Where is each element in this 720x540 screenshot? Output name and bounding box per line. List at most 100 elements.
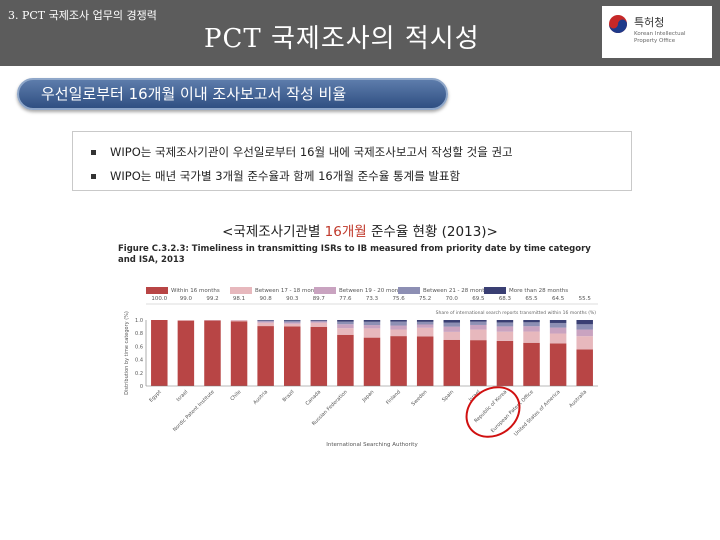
bar-segment [576, 320, 593, 325]
share-value-label: 64.5 [552, 296, 565, 302]
bar-segment [443, 320, 461, 323]
y-axis-title: Distribution by time category (%) [124, 311, 130, 395]
share-value-label: 98.1 [233, 296, 245, 302]
bar-segment [257, 321, 274, 323]
caption-highlight: 16개월 [324, 224, 367, 240]
legend-label: Between 21 - 28 months [423, 288, 491, 294]
bar-segment [523, 320, 540, 323]
y-tick-label: 0.2 [135, 371, 143, 377]
bar-segment [257, 322, 274, 327]
legend-swatch [146, 287, 168, 294]
bar-segment [390, 329, 407, 337]
chart-figure: Figure C.3.2.3: Timeliness in transmitti… [110, 242, 610, 452]
bar-segment [576, 349, 593, 386]
logo-subtitle: Korean Intellectual Property Office [634, 31, 686, 44]
x-tick-label: Sweden [410, 389, 428, 407]
x-tick-label: Finland [385, 389, 402, 406]
x-tick-label: Canada [305, 389, 323, 407]
bar-segment [151, 320, 168, 386]
bar-segment [443, 331, 461, 340]
share-value-label: 99.0 [180, 296, 193, 302]
chart-caption: <국제조사기관별 16개월 준수율 현황 (2013)> [0, 220, 720, 240]
page-title: PCT 국제조사의 적시성 [204, 24, 480, 54]
x-tick-label: Japan [361, 389, 376, 404]
bullet-square-icon [91, 174, 96, 179]
share-value-label: 73.3 [366, 296, 379, 302]
bar-segment [390, 325, 407, 330]
bar-segment [496, 320, 514, 323]
share-value-label: 77.6 [339, 296, 352, 302]
bullet-text: WIPO는 매년 국가별 3개월 준수율과 함께 16개월 준수율 통계를 발표… [110, 169, 461, 183]
bar-segment [283, 320, 301, 323]
bar-segment [523, 322, 540, 327]
bar-segment [177, 320, 195, 321]
bar-segment [363, 325, 381, 329]
bar-segment [443, 326, 461, 332]
legend-swatch [314, 287, 336, 294]
bar-segment [204, 320, 221, 386]
share-value-label: 90.8 [260, 296, 273, 302]
y-tick-label: 0.4 [135, 358, 143, 364]
bar-segment [390, 320, 407, 322]
bar-segment [257, 320, 274, 322]
taegeuk-emblem-icon [609, 15, 627, 33]
bar-segment [496, 326, 514, 332]
share-value-label: 70.0 [446, 296, 459, 302]
bar-segment [283, 326, 301, 386]
bullet-square-icon [91, 150, 96, 155]
bar-segment [416, 336, 434, 386]
bar-segment [283, 320, 301, 321]
legend-swatch [398, 287, 420, 294]
share-value-label: 99.2 [206, 296, 218, 302]
bar-segment [363, 320, 381, 322]
bar-segment [337, 320, 354, 322]
bullet-item: WIPO는 국제조사기관이 우선일로부터 16월 내에 국제조사보고서 작성할 … [91, 144, 513, 160]
share-row-caption: Share of international search reports tr… [436, 310, 597, 316]
legend-item: Between 21 - 28 months [398, 287, 491, 294]
bar-segment [416, 327, 434, 337]
bar-segment [443, 339, 461, 386]
bar-segment [470, 324, 487, 330]
y-tick-label: 0 [140, 384, 143, 390]
bar-segment [549, 320, 567, 323]
y-tick-label: 0.8 [135, 331, 143, 337]
caption-suffix: 준수율 현황 (2013)> [366, 224, 498, 240]
x-tick-label: Austria [252, 389, 269, 406]
bar-segment [310, 322, 328, 327]
bar-segment [283, 323, 301, 327]
subtitle-pill: 우선일로부터 16개월 이내 조사보고서 작성 비율 [17, 78, 448, 110]
bar-segment [470, 329, 487, 341]
legend-item: Between 17 - 18 months [230, 287, 323, 294]
legend-label: More than 28 months [509, 288, 569, 294]
bar-chart: 100.0 99.0 99.2 98.1 90.8 90.3 89.7 77.6 73.3 75.… [124, 296, 598, 448]
legend-label: Within 16 months [171, 288, 220, 294]
share-value-label: 65.5 [525, 296, 538, 302]
bar-segment [416, 320, 434, 322]
bar-segment [390, 321, 407, 326]
chart-title: Figure C.3.2.3: Timeliness in transmitti… [118, 244, 591, 265]
bar-segment [523, 342, 540, 386]
bar-segment [310, 321, 328, 323]
legend-item: More than 28 months [484, 287, 568, 294]
bullet-box: WIPO는 국제조사기관이 우선일로부터 16월 내에 국제조사보고서 작성할 … [72, 131, 632, 191]
share-value-label: 89.7 [313, 296, 326, 302]
bar-segment [576, 324, 593, 330]
bar-segment [496, 331, 514, 341]
bar-segment [363, 321, 381, 326]
y-tick-label: 1.0 [135, 318, 143, 324]
share-value-label: 69.5 [472, 296, 485, 302]
legend-label: Between 17 - 18 months [255, 288, 323, 294]
logo-name: 특허청 [634, 16, 665, 29]
bar-segment [523, 331, 540, 343]
bullet-text: WIPO는 국제조사기관이 우선일로부터 16월 내에 국제조사보고서 작성할 … [110, 145, 513, 159]
bar-segment [310, 320, 328, 322]
section-label: 3. PCT 국제조사 업무의 경쟁력 [8, 9, 157, 22]
bar-segment [496, 340, 514, 386]
share-value-label: 75.6 [392, 296, 405, 302]
legend-item: Within 16 months [146, 287, 220, 294]
bar-segment [230, 321, 248, 386]
x-tick-label: Australia [568, 389, 588, 409]
legend-swatch [484, 287, 506, 294]
share-value-label: 90.3 [286, 296, 299, 302]
bar-segment [310, 320, 328, 321]
